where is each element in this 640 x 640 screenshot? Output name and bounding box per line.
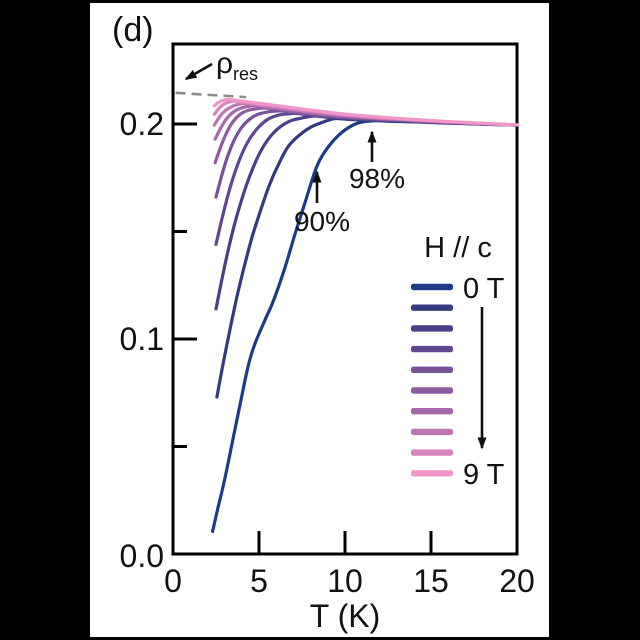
legend-title: H // c xyxy=(424,232,492,264)
rho-res-arrow xyxy=(184,62,213,81)
annotation-arrows xyxy=(184,62,487,450)
legend-swatch-0T xyxy=(411,283,453,291)
curves-layer xyxy=(175,91,519,533)
legend-swatch-8T xyxy=(411,449,453,456)
legend-swatch-7T xyxy=(411,428,453,436)
pct90-label: 90% xyxy=(294,206,350,237)
axis-ticks xyxy=(173,122,433,554)
x-tick-label-0: 0 xyxy=(164,563,182,599)
legend-swatch-1T xyxy=(411,304,453,311)
legend-swatch-3T xyxy=(411,345,453,353)
y-tick-label-0.1: 0.1 xyxy=(120,321,164,357)
rho-res-symbol: ρ xyxy=(216,47,233,80)
legend-swatch-9T xyxy=(411,470,453,477)
legend-label-0T: 0 T xyxy=(463,273,505,305)
legend-swatch-4T xyxy=(411,366,453,373)
x-tick-label-20: 20 xyxy=(499,563,535,599)
curve-9T xyxy=(212,97,519,127)
pct98-label: 98% xyxy=(349,163,405,194)
legend-swatch-5T xyxy=(411,387,453,394)
y-tick-label-0.0: 0.0 xyxy=(120,538,164,574)
x-tick-label-5: 5 xyxy=(250,563,268,599)
x-tick-label-15: 15 xyxy=(413,563,449,599)
legend-label-9T: 9 T xyxy=(463,459,505,491)
rho-res-subscript: res xyxy=(233,64,258,84)
x-tick-label-10: 10 xyxy=(327,563,363,599)
x-axis-label: T (K) xyxy=(310,598,381,634)
rho-res-dashed-line xyxy=(175,91,247,99)
y-tick-label-0.2: 0.2 xyxy=(120,106,164,142)
panel-label: (d) xyxy=(112,11,154,49)
legend-swatch-2T xyxy=(411,325,453,332)
figure-background xyxy=(90,3,549,637)
legend-swatch-6T xyxy=(411,408,453,415)
